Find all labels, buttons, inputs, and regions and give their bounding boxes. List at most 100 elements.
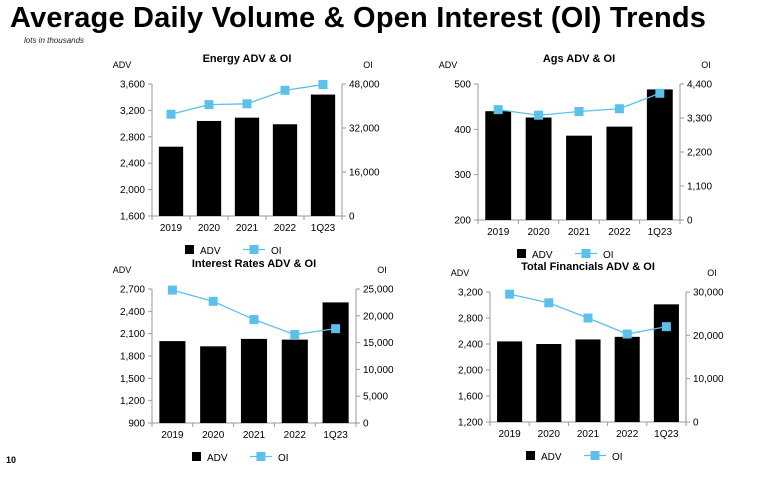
- x-tick-label: 1Q23: [654, 429, 679, 440]
- legend-oi-label: OI: [603, 250, 614, 261]
- oi-marker: [574, 107, 584, 117]
- legend-adv-label: ADV: [541, 452, 562, 463]
- right-tick-label: 0: [363, 419, 369, 430]
- legend-adv-label: ADV: [532, 250, 553, 261]
- right-tick-label: 0: [687, 216, 693, 227]
- left-tick-label: 2,100: [120, 329, 145, 340]
- right-tick-label: 32,000: [349, 124, 380, 135]
- oi-marker: [331, 324, 341, 334]
- x-tick-label: 1Q23: [648, 227, 673, 238]
- right-tick-label: 20,000: [363, 311, 394, 322]
- energy-chart: Energy ADV & OI ADV OI 1,600 2,000 2,400 2,800…: [113, 53, 380, 257]
- right-axis-label: OI: [363, 60, 373, 70]
- x-tick-label: 2022: [274, 223, 297, 234]
- right-tick-label: 20,000: [693, 331, 724, 342]
- page-title: Average Daily Volume & Open Interest (OI…: [10, 2, 707, 34]
- x-tick-label: 2019: [487, 227, 510, 238]
- right-tick-label: 10,000: [693, 374, 724, 385]
- page-subtitle: lots in thousands: [24, 36, 85, 45]
- legend-oi-label: OI: [271, 246, 282, 257]
- x-tick-label: 2020: [538, 429, 561, 440]
- interest-rates-chart: Interest Rates ADV & OI ADV OI 900 1,200 1,50…: [113, 258, 394, 464]
- total-financials-chart: Total Financials ADV & OI ADV OI 1,200 1,600…: [451, 261, 724, 463]
- right-axis-label: OI: [701, 60, 711, 70]
- left-tick-label: 3,200: [458, 288, 483, 299]
- adv-bar: [536, 344, 562, 422]
- adv-bar: [525, 117, 552, 220]
- right-tick-label: 1,100: [687, 182, 712, 193]
- left-tick-label: 3,600: [120, 80, 145, 91]
- left-tick-label: 1,500: [120, 374, 145, 385]
- legend-adv-label: ADV: [200, 246, 221, 257]
- adv-bar: [310, 94, 336, 216]
- right-tick-label: 48,000: [349, 80, 380, 91]
- oi-marker: [661, 322, 671, 332]
- left-axis-label: ADV: [451, 268, 470, 278]
- x-tick-label: 2019: [161, 430, 184, 441]
- x-tick-label: 1Q23: [323, 430, 348, 441]
- adv-bar: [485, 111, 512, 220]
- legend-oi-swatch: [256, 452, 266, 461]
- x-tick-label: 2020: [202, 430, 225, 441]
- adv-bar: [497, 341, 523, 422]
- oi-marker: [242, 99, 252, 109]
- x-tick-label: 2022: [608, 227, 631, 238]
- x-tick-label: 2020: [198, 223, 221, 234]
- oi-marker: [614, 104, 624, 114]
- adv-bar: [158, 146, 184, 216]
- right-tick-label: 0: [349, 212, 355, 223]
- left-tick-label: 2,000: [458, 366, 483, 377]
- oi-marker: [249, 315, 259, 325]
- legend-oi-label: OI: [278, 453, 289, 464]
- adv-bar: [566, 135, 592, 220]
- legend-oi-swatch: [590, 451, 600, 460]
- right-axis-label: OI: [377, 265, 387, 275]
- right-tick-label: 3,300: [687, 114, 712, 125]
- ags-chart: Ags ADV & OI ADV OI 200 300 400 500 0 1,100 2,200…: [439, 53, 713, 261]
- oi-marker: [166, 109, 176, 119]
- adv-bar: [200, 346, 227, 423]
- legend-oi-label: OI: [612, 452, 623, 463]
- oi-marker: [544, 298, 554, 308]
- oi-marker: [655, 88, 665, 98]
- right-tick-label: 30,000: [693, 288, 724, 299]
- adv-bar: [240, 338, 268, 423]
- oi-marker: [622, 329, 632, 339]
- x-tick-label: 2022: [616, 429, 639, 440]
- adv-bar: [614, 336, 640, 422]
- x-tick-label: 2021: [236, 223, 259, 234]
- adv-bar: [272, 124, 298, 216]
- chart-title: Total Financials ADV & OI: [521, 261, 655, 273]
- adv-bar: [646, 89, 673, 220]
- oi-marker: [493, 105, 503, 115]
- left-tick-label: 2,400: [120, 307, 145, 318]
- right-tick-label: 10,000: [363, 365, 394, 376]
- left-tick-label: 500: [454, 80, 471, 91]
- left-tick-label: 1,200: [120, 396, 145, 407]
- legend-oi-swatch: [581, 249, 591, 258]
- right-axis-label: OI: [707, 268, 717, 278]
- chart-title: Ags ADV & OI: [543, 53, 615, 65]
- left-tick-label: 2,700: [120, 285, 145, 296]
- adv-bar: [575, 339, 601, 422]
- adv-bar: [653, 304, 679, 422]
- oi-marker: [583, 313, 593, 323]
- page-number: 10: [6, 455, 17, 465]
- left-tick-label: 900: [128, 419, 145, 430]
- left-axis-label: ADV: [113, 265, 132, 275]
- legend-adv-swatch: [517, 249, 526, 258]
- left-tick-label: 2,800: [120, 132, 145, 143]
- x-tick-label: 2021: [577, 429, 600, 440]
- adv-bar: [196, 120, 222, 216]
- left-tick-label: 2,400: [120, 159, 145, 170]
- x-tick-label: 2019: [498, 429, 521, 440]
- x-tick-label: 2020: [527, 227, 550, 238]
- left-tick-label: 1,600: [458, 392, 483, 403]
- left-tick-label: 1,200: [458, 418, 483, 429]
- oi-marker: [290, 330, 300, 340]
- adv-bar: [234, 117, 260, 216]
- adv-bar: [159, 341, 186, 423]
- oi-marker: [280, 85, 290, 95]
- left-tick-label: 200: [454, 216, 471, 227]
- oi-marker: [208, 296, 218, 306]
